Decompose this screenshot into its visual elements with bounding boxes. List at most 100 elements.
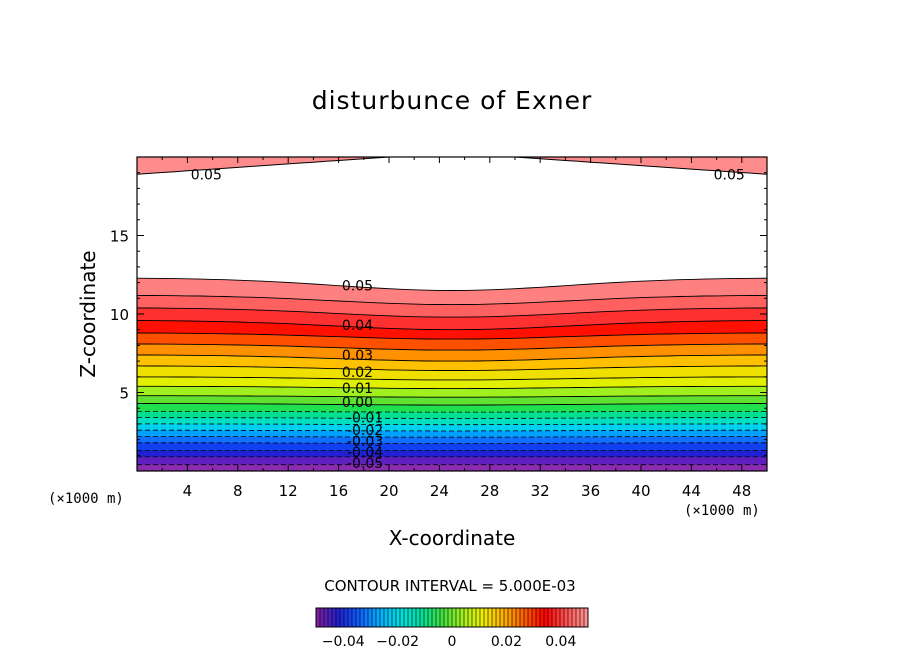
contour-line bbox=[137, 417, 767, 419]
colorbar-cell bbox=[532, 608, 537, 627]
colorbar-cell bbox=[352, 608, 357, 627]
colorbar-cell bbox=[504, 608, 509, 627]
x-tick-label: 40 bbox=[631, 482, 650, 500]
colorbar-cell bbox=[356, 608, 361, 627]
y-tick-label: 5 bbox=[119, 385, 129, 403]
x-tick-label: 28 bbox=[480, 482, 499, 500]
colorbar-cell bbox=[500, 608, 505, 627]
contour-line bbox=[137, 376, 767, 381]
x-tick-label: 36 bbox=[581, 482, 600, 500]
contour-line bbox=[137, 320, 767, 331]
colorbar-cell bbox=[404, 608, 409, 627]
colorbar-cell bbox=[488, 608, 493, 627]
contour-line bbox=[137, 294, 767, 306]
colorbar-cell bbox=[456, 608, 461, 627]
colorbar-cell bbox=[496, 608, 501, 627]
chart-title: disturbunce of Exner bbox=[311, 86, 593, 115]
contour-label: -0.03 bbox=[347, 434, 383, 450]
x-unit-label: (×1000 m) bbox=[684, 503, 760, 519]
colorbar-cell bbox=[468, 608, 473, 627]
colorbar-cell bbox=[544, 608, 549, 627]
contour-labels: 0.05 0.050.050.040.030.020.010.00-0.01-0.… bbox=[191, 167, 745, 472]
contour-line bbox=[137, 354, 767, 362]
contour-label: 0.02 bbox=[342, 365, 373, 381]
colorbar-cell bbox=[436, 608, 441, 627]
contour-line bbox=[137, 332, 767, 340]
contour-line bbox=[137, 365, 767, 371]
colorbar-cell bbox=[396, 608, 401, 627]
contour-line bbox=[137, 395, 767, 398]
contour-lines bbox=[137, 157, 767, 466]
colorbar-cell bbox=[424, 608, 429, 627]
y-tick-label: 10 bbox=[110, 306, 129, 324]
contour-band bbox=[137, 157, 767, 175]
colorbar-cell bbox=[508, 608, 513, 627]
colorbar: −0.04 −0.02 0 0.02 0.04 bbox=[315, 607, 589, 650]
colorbar-cell bbox=[380, 608, 385, 627]
colorbar-cell bbox=[512, 608, 517, 627]
x-tick-label: 8 bbox=[233, 482, 243, 500]
y-unit-label: (×1000 m) bbox=[48, 491, 124, 507]
colorbar-cell bbox=[572, 608, 577, 627]
colorbar-cell bbox=[528, 608, 533, 627]
colorbar-tick-label: −0.02 bbox=[376, 634, 419, 650]
colorbar-cell bbox=[520, 608, 525, 627]
colorbar-cell bbox=[476, 608, 481, 627]
colorbar-cell bbox=[484, 608, 489, 627]
colorbar-cell bbox=[584, 608, 589, 627]
contour-line bbox=[137, 307, 767, 318]
colorbar-cell bbox=[324, 608, 329, 627]
colorbar-tick-label: 0.02 bbox=[491, 634, 522, 650]
contour-label: 0.00 bbox=[342, 395, 373, 411]
colorbar-cell bbox=[444, 608, 449, 627]
colorbar-cell bbox=[428, 608, 433, 627]
contour-line bbox=[137, 436, 767, 438]
contour-line bbox=[137, 423, 767, 426]
colorbar-cell bbox=[360, 608, 365, 627]
colorbar-cell bbox=[408, 608, 413, 627]
colorbar-cell bbox=[480, 608, 485, 627]
colorbar-cell bbox=[516, 608, 521, 627]
colorbar-cell bbox=[536, 608, 541, 627]
colorbar-cell bbox=[416, 608, 421, 627]
colorbar-cell bbox=[432, 608, 437, 627]
colorbar-tick-label: 0.04 bbox=[545, 634, 576, 650]
colorbar-cell bbox=[384, 608, 389, 627]
colorbar-cell bbox=[420, 608, 425, 627]
contour-band bbox=[137, 464, 767, 471]
colorbar-cell bbox=[460, 608, 465, 627]
colorbar-cell bbox=[576, 608, 581, 627]
colorbar-cell bbox=[452, 608, 457, 627]
colorbar-cell bbox=[376, 608, 381, 627]
colorbar-cell bbox=[400, 608, 405, 627]
colorbar-cell bbox=[368, 608, 373, 627]
colorbar-cell bbox=[552, 608, 557, 627]
contour-interval-text: CONTOUR INTERVAL = 5.000E-03 bbox=[324, 577, 576, 595]
colorbar-cell bbox=[320, 608, 325, 627]
x-tick-label: 48 bbox=[732, 482, 751, 500]
colorbar-cell bbox=[524, 608, 529, 627]
x-tick-label: 44 bbox=[682, 482, 701, 500]
contour-line bbox=[137, 429, 767, 432]
x-tick-label: 20 bbox=[379, 482, 398, 500]
contour-label: 0.04 bbox=[342, 318, 373, 334]
x-tick-label: 12 bbox=[279, 482, 298, 500]
colorbar-cell bbox=[344, 608, 349, 627]
contour-line bbox=[137, 277, 767, 291]
colorbar-cell bbox=[388, 608, 393, 627]
colorbar-cell bbox=[340, 608, 345, 627]
colorbar-cell bbox=[556, 608, 561, 627]
colorbar-tick-label: 0 bbox=[448, 634, 457, 650]
colorbar-cell bbox=[564, 608, 569, 627]
contour-label: -0.04 bbox=[347, 445, 383, 461]
colorbar-cell bbox=[472, 608, 477, 627]
colorbar-cell bbox=[540, 608, 545, 627]
contour-label: -0.01 bbox=[347, 411, 383, 427]
colorbar-cell bbox=[412, 608, 417, 627]
contour-line bbox=[137, 411, 767, 413]
contour-label: -0.02 bbox=[347, 423, 383, 439]
contour-line bbox=[137, 157, 767, 175]
colorbar-cell bbox=[336, 608, 341, 627]
x-tick-label: 32 bbox=[531, 482, 550, 500]
